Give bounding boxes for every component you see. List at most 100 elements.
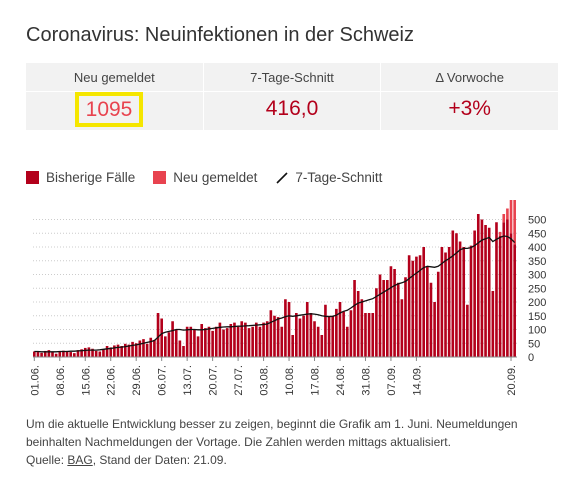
bar-bisherige [466,304,469,357]
bar-bisherige [87,347,91,357]
legend-item-neu: Neu gemeldet [153,170,257,185]
stat-delta-vorwoche: Δ Vorwoche +3% [380,63,559,130]
bar-bisherige [313,321,316,357]
bar-bisherige [375,288,378,357]
bar-bisherige [371,313,375,357]
bar-bisherige [400,299,404,357]
bar-bisherige [229,324,233,357]
bar-bisherige [233,322,236,357]
bar-neu [502,214,506,223]
bar-bisherige [455,233,458,357]
bar-bisherige [389,266,393,357]
x-tick-label: 01.06. [29,365,41,396]
bar-bisherige [145,343,149,357]
bar-bisherige [164,336,167,357]
y-tick-label: 400 [528,242,546,254]
bar-bisherige [200,324,204,357]
legend-item-bisherige: Bisherige Fälle [26,170,135,185]
bar-bisherige [47,350,51,357]
stats-panel: Neu gemeldet 1095 7-Tage-Schnitt 416,0 Δ… [26,63,559,130]
bar-bisherige [269,310,273,357]
bar-bisherige [316,326,320,357]
bar-bisherige [218,322,222,357]
bar-bisherige [189,326,193,357]
bar-bisherige [324,304,327,357]
bar-bisherige [320,335,324,357]
x-tick-label: 07.09. [386,365,398,396]
bar-bisherige [211,330,214,357]
bar-bisherige [309,313,313,357]
chart-legend: Bisherige Fälle Neu gemeldet 7-Tage-Schn… [26,170,400,185]
bar-bisherige [225,328,229,357]
bar-neu [513,200,516,245]
bar-bisherige [207,326,211,357]
y-tick-label: 450 [528,228,546,240]
bar-bisherige [105,346,109,357]
bar-bisherige [462,247,466,357]
bar-bisherige [98,351,102,357]
stat-7-tage-schnitt: 7-Tage-Schnitt 416,0 [202,63,381,130]
stat-label: Δ Vorwoche [381,70,559,92]
bar-bisherige [364,313,367,357]
bar-bisherige [433,302,436,357]
bar-bisherige [353,280,356,357]
bar-bisherige [138,340,142,357]
bar-bisherige [345,326,349,357]
y-tick-label: 0 [528,352,534,364]
x-tick-label: 24.08. [335,365,347,396]
y-tick-label: 500 [528,215,546,227]
x-tick-label: 15.06. [80,365,92,396]
legend-swatch-neu [153,171,167,184]
bar-bisherige [411,260,415,357]
bar-bisherige [265,321,269,357]
x-tick-label: 20.07. [208,365,220,396]
source-suffix: , Stand der Daten: 21.09. [92,453,227,467]
bar-bisherige [149,337,153,357]
bar-bisherige [426,266,429,357]
x-tick-label: 06.07. [157,365,169,396]
bar-bisherige [291,335,294,357]
bar-bisherige [473,230,476,357]
bar-bisherige [436,271,440,357]
bar-bisherige [196,336,200,357]
bar-bisherige [513,244,516,357]
bar-bisherige [193,329,196,357]
bar-bisherige [120,346,123,357]
bar-bisherige [487,227,491,357]
bar-bisherige [247,328,251,357]
bar-bisherige [102,349,105,357]
legend-label: Bisherige Fälle [46,170,136,185]
bar-bisherige [236,326,240,357]
bar-bisherige [123,343,127,357]
legend-item-schnitt: 7-Tage-Schnitt [275,170,382,185]
x-tick-label: 22.06. [106,365,118,396]
bar-bisherige [484,225,487,357]
bar-bisherige [480,219,484,357]
bar-bisherige [222,329,225,357]
bar-bisherige [444,252,447,357]
bar-neu [506,208,509,220]
source-link[interactable]: BAG [67,453,93,467]
bar-bisherige [262,322,265,357]
bar-bisherige [458,241,462,357]
bar-bisherige [69,352,73,357]
x-tick-label: 20.09. [506,365,518,396]
bar-bisherige [502,222,506,357]
bar-bisherige [91,348,94,357]
x-tick-label: 03.08. [259,365,271,396]
legend-label: 7-Tage-Schnitt [295,170,383,185]
bar-bisherige [302,315,305,357]
bar-bisherige [244,322,247,357]
bar-bisherige [495,222,498,357]
bar-bisherige [469,245,473,357]
bar-bisherige [298,318,302,357]
source-prefix: Quelle: [26,453,68,467]
bar-bisherige [378,274,382,357]
x-tick-label: 29.06. [131,365,143,396]
bar-bisherige [276,317,280,357]
y-tick-label: 50 [528,338,540,350]
y-tick-label: 250 [528,283,546,295]
bar-bisherige [153,339,156,357]
bar-bisherige [182,346,185,357]
bar-bisherige [214,326,218,357]
